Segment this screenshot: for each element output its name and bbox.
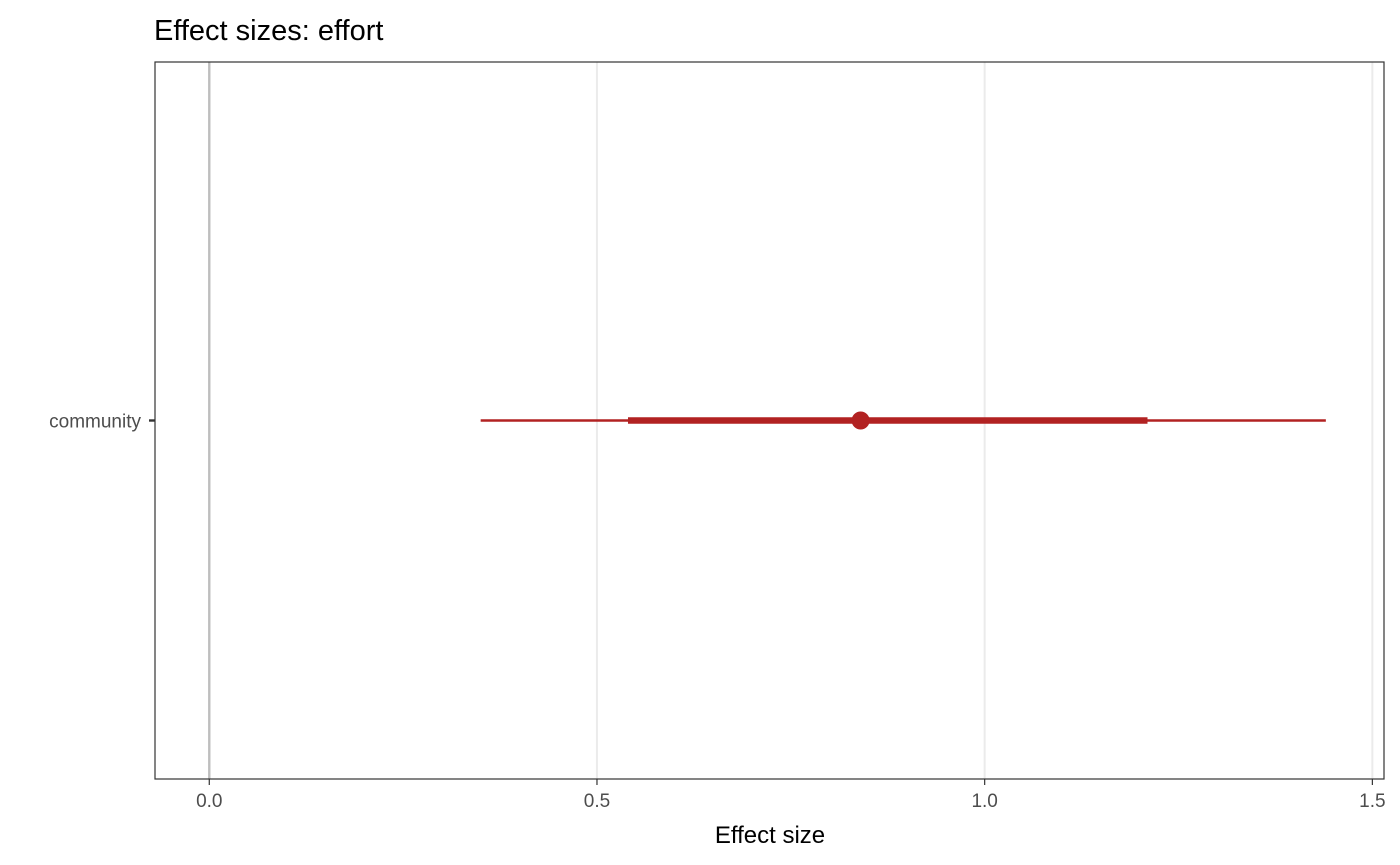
x-axis-title: Effect size xyxy=(715,822,825,849)
interval-marks xyxy=(480,411,1326,430)
x-tick-label-2: 1.0 xyxy=(971,791,997,812)
y-tick-label-community: community xyxy=(49,412,141,433)
y-axis: community xyxy=(49,412,155,433)
x-tick-label-1: 0.5 xyxy=(584,791,610,812)
x-axis: 0.0 0.5 1.0 1.5 xyxy=(196,779,1386,812)
point-estimate-community xyxy=(851,411,870,430)
x-tick-label-3: 1.5 xyxy=(1359,791,1385,812)
x-tick-label-0: 0.0 xyxy=(196,791,222,812)
chart-title: Effect sizes: effort xyxy=(154,15,383,47)
